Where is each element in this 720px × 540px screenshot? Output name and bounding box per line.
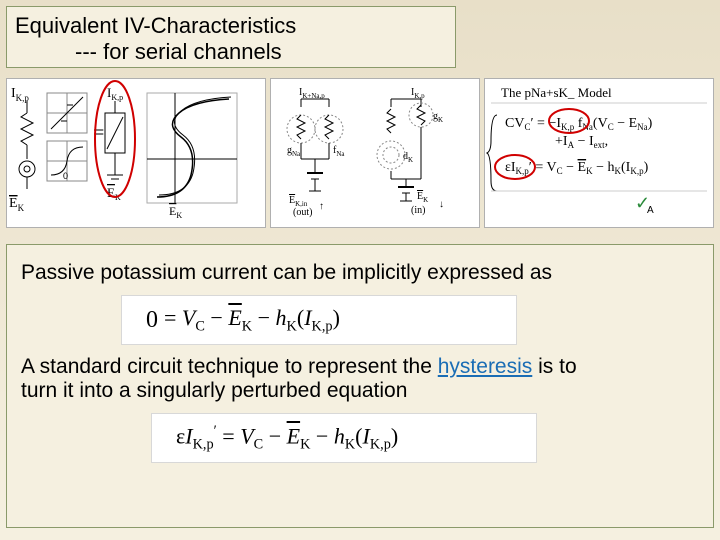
hysteresis-link[interactable]: hysteresis [438, 355, 533, 378]
title-line-1: Equivalent IV-Characteristics [15, 13, 447, 39]
svg-text:gK: gK [433, 111, 443, 124]
title-line-2: --- for serial channels [15, 39, 447, 65]
circuit-svg: IK,p EK 0 = IK,p [7, 79, 267, 227]
body-line-3: turn it into a singularly perturbed equa… [21, 379, 407, 402]
svg-text:+IA − Iext,: +IA − Iext, [555, 134, 608, 150]
svg-text:(in): (in) [411, 205, 425, 216]
svg-text:EK: EK [417, 191, 428, 204]
svg-text:A: A [647, 205, 654, 216]
panel-mid-circuits: IK+Na,p gNa fNa EK,in (out) ↑ IK,p [270, 78, 480, 228]
body-line-2b: is to [532, 355, 576, 378]
equation-2: εIK,p′ = VC − EK − hK(IK,p) [151, 413, 537, 463]
panel-right-model: The pNa+sK_ Model CVC′ = −IK,p fNa(VC − … [484, 78, 714, 228]
lower-panel: Passive potassium current can be implici… [6, 244, 714, 528]
equation-1: 0 = VC − EK − hK(IK,p) [121, 295, 517, 345]
svg-text:(out): (out) [293, 207, 312, 218]
body-line-2a: A standard circuit technique to represen… [21, 355, 438, 378]
svg-text:dK: dK [403, 151, 413, 164]
svg-text:IK,p: IK,p [411, 87, 425, 100]
svg-text:gNa: gNa [287, 145, 301, 158]
body-line-2: A standard circuit technique to represen… [21, 355, 699, 403]
model-title: The pNa+sK_ Model [501, 85, 612, 100]
right-svg: The pNa+sK_ Model CVC′ = −IK,p fNa(VC − … [485, 79, 713, 227]
svg-text:EK: EK [9, 196, 25, 213]
mid-svg: IK+Na,p gNa fNa EK,in (out) ↑ IK,p [271, 79, 479, 227]
panel-left-circuit: IK,p EK 0 = IK,p [6, 78, 266, 228]
figure-row: IK,p EK 0 = IK,p [6, 78, 714, 228]
svg-text:EK: EK [169, 204, 182, 220]
title-box: Equivalent IV-Characteristics --- for se… [6, 6, 456, 68]
svg-text:CVC′ = −IK,p fNa(VC − ENa): CVC′ = −IK,p fNa(VC − ENa) [505, 116, 653, 132]
svg-text:0: 0 [63, 171, 68, 181]
svg-text:IK+Na,p: IK+Na,p [299, 87, 325, 100]
svg-text:IK,p: IK,p [107, 85, 123, 102]
svg-text:IK,p: IK,p [11, 86, 29, 103]
svg-text:εIK,p′ = VC − EK − hK(IK,p): εIK,p′ = VC − EK − hK(IK,p) [505, 160, 649, 176]
svg-text:fNa: fNa [333, 145, 345, 158]
svg-text:↑: ↑ [319, 201, 324, 212]
svg-text:↓: ↓ [439, 199, 444, 210]
body-line-1: Passive potassium current can be implici… [21, 261, 699, 285]
